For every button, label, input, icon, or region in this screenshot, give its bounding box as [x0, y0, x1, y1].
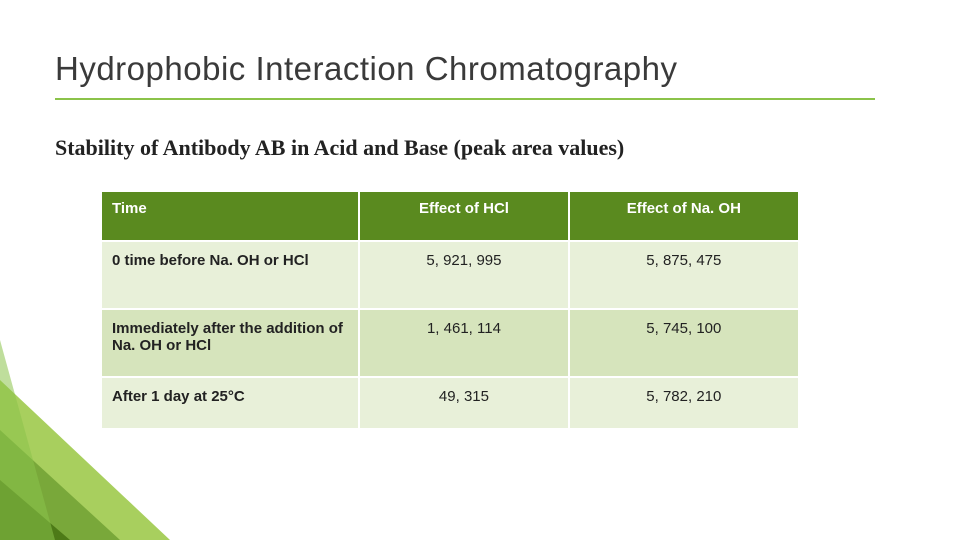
row-label: 0 time before Na. OH or HCl: [101, 241, 359, 309]
cell-value: 5, 875, 475: [569, 241, 799, 309]
slide: Hydrophobic Interaction Chromatography S…: [0, 0, 960, 540]
col-header-naoh: Effect of Na. OH: [569, 191, 799, 241]
table-header-row: Time Effect of HCl Effect of Na. OH: [101, 191, 799, 241]
cell-value: 5, 745, 100: [569, 309, 799, 377]
table-row: 0 time before Na. OH or HCl 5, 921, 995 …: [101, 241, 799, 309]
cell-value: 49, 315: [359, 377, 568, 429]
cell-value: 5, 921, 995: [359, 241, 568, 309]
cell-value: 5, 782, 210: [569, 377, 799, 429]
row-label: Immediately after the addition of Na. OH…: [101, 309, 359, 377]
title-underline: [55, 98, 875, 100]
page-title: Hydrophobic Interaction Chromatography: [55, 50, 678, 88]
stability-table: Time Effect of HCl Effect of Na. OH 0 ti…: [100, 190, 800, 430]
table-row: After 1 day at 25°C 49, 315 5, 782, 210: [101, 377, 799, 429]
row-label: After 1 day at 25°C: [101, 377, 359, 429]
cell-value: 1, 461, 114: [359, 309, 568, 377]
col-header-time: Time: [101, 191, 359, 241]
table-row: Immediately after the addition of Na. OH…: [101, 309, 799, 377]
col-header-hcl: Effect of HCl: [359, 191, 568, 241]
subtitle: Stability of Antibody AB in Acid and Bas…: [55, 135, 624, 161]
